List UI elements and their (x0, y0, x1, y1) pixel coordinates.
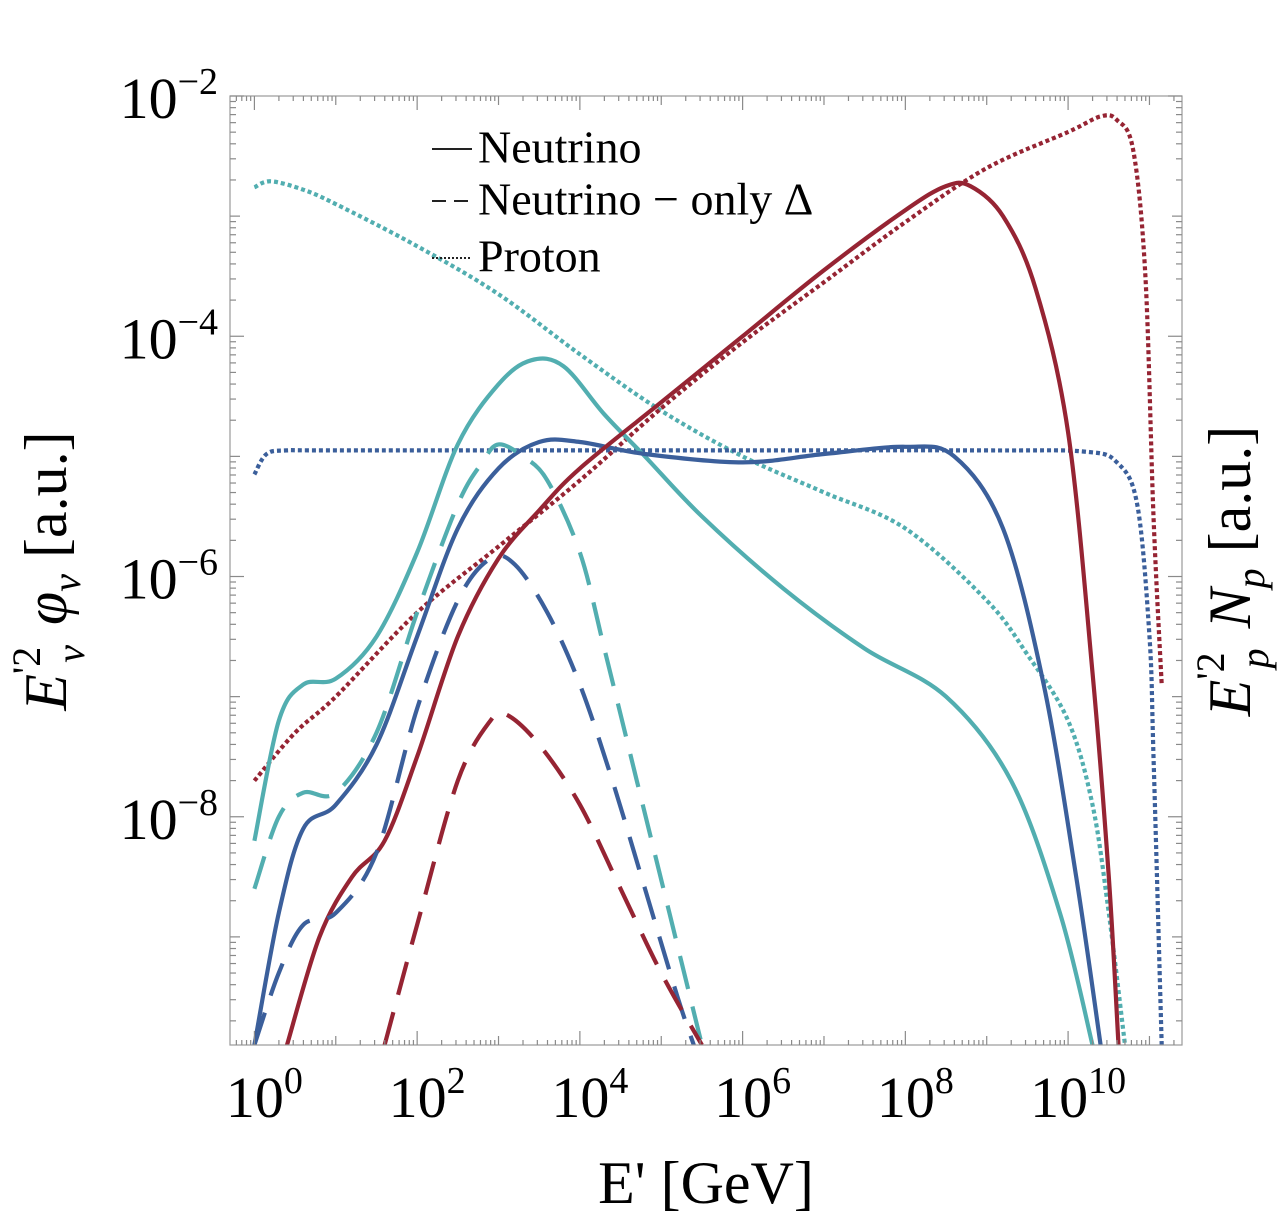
series-neutrino-cyan (252, 356, 1095, 1045)
curves-layer (252, 113, 1164, 1045)
x-tick-label: 108 (877, 1060, 954, 1130)
series-neutrino-only-red (382, 709, 704, 1045)
plot-frame (229, 95, 1183, 1046)
y-axis-label-right: E'2pNp[a.u.] (1188, 426, 1277, 718)
x-tick-label: 104 (551, 1060, 628, 1130)
y-axis-label-left: E'2νφν[a.u.] (4, 431, 93, 711)
svg-text:E'2pNp[a.u.]: E'2pNp[a.u.] (1188, 426, 1277, 718)
x-tick-label: 102 (389, 1060, 466, 1130)
legend-label-proton: Proton (478, 231, 601, 282)
ticks-layer (230, 95, 1182, 1045)
y-tick-label: 10−4 (120, 301, 218, 371)
series-neutrino-blue (252, 437, 1103, 1045)
series-neutrino-only-cyan (252, 442, 704, 1045)
legend: Neutrino Neutrino − only Δ Proton (432, 122, 813, 282)
y-tick-label: 10−6 (120, 542, 218, 612)
y-tick-label: 10−2 (120, 61, 218, 131)
x-tick-label: 1010 (1030, 1060, 1126, 1130)
series-proton-cyan (253, 179, 1128, 1045)
y-tick-label: 10−8 (120, 782, 218, 852)
series-neutrino-only-blue (252, 553, 696, 1045)
tick-labels-layer: 100 102 104 106 108 1010 10−2 10−4 10−6 10−8 (120, 61, 1127, 1130)
series-proton-blue (252, 448, 1164, 1045)
x-tick-label: 100 (226, 1060, 303, 1130)
legend-label-neutrino: Neutrino (478, 122, 642, 173)
x-tick-label: 106 (714, 1060, 791, 1130)
x-axis-label: E' [GeV] (598, 1150, 814, 1216)
legend-label-neutrino-only-delta: Neutrino − only Δ (478, 174, 813, 225)
svg-text:E'2νφν[a.u.]: E'2νφν[a.u.] (4, 431, 93, 711)
series-neutrino-red (284, 180, 1121, 1045)
